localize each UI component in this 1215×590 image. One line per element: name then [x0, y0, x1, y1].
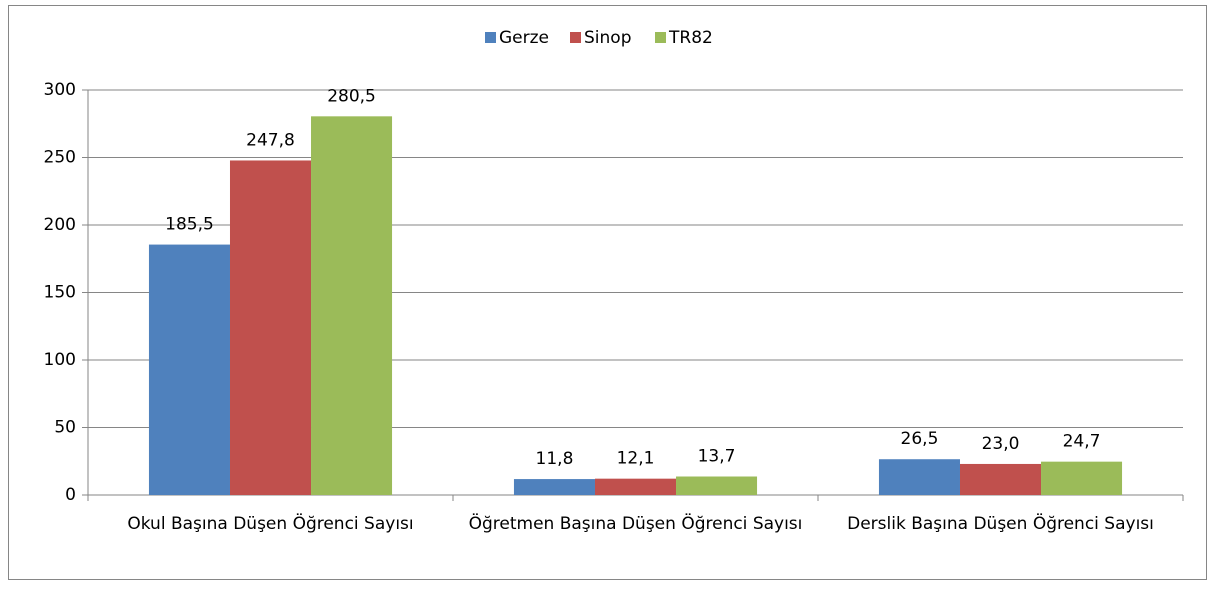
- data-label: 11,8: [536, 449, 574, 469]
- legend-label: TR82: [668, 28, 713, 48]
- legend-label: Sinop: [584, 28, 631, 48]
- x-tick-label: Derslik Başına Düşen Öğrenci Sayısı: [847, 514, 1154, 534]
- x-tick-label: Okul Başına Düşen Öğrenci Sayısı: [127, 514, 414, 534]
- legend-swatch: [570, 32, 581, 43]
- y-tick-label: 250: [44, 148, 76, 168]
- data-label: 24,7: [1063, 432, 1101, 452]
- bar: [959, 463, 1042, 495]
- data-label: 12,1: [617, 449, 655, 469]
- x-tick-label: Öğretmen Başına Düşen Öğrenci Sayısı: [468, 514, 803, 534]
- chart-border: [8, 5, 1207, 580]
- y-tick-label: 50: [54, 418, 76, 438]
- y-tick-label: 0: [65, 485, 76, 505]
- bar: [229, 160, 312, 495]
- data-label: 185,5: [165, 215, 214, 235]
- data-label: 247,8: [246, 130, 295, 150]
- bar: [676, 476, 758, 495]
- y-tick-label: 100: [44, 350, 76, 370]
- y-tick-label: 300: [44, 80, 76, 100]
- legend-swatch: [485, 32, 496, 43]
- data-label: 23,0: [982, 434, 1020, 454]
- y-tick-label: 200: [44, 215, 76, 235]
- legend-swatch: [655, 32, 666, 43]
- bar: [513, 479, 595, 495]
- bar: [311, 116, 393, 495]
- bar: [148, 244, 230, 495]
- legend-label: Gerze: [499, 28, 549, 48]
- bar: [878, 459, 960, 495]
- bar: [1041, 461, 1123, 495]
- data-label: 280,5: [327, 86, 376, 106]
- data-label: 13,7: [698, 447, 736, 467]
- data-label: 26,5: [901, 429, 939, 449]
- y-tick-label: 150: [44, 283, 76, 303]
- bar: [594, 478, 677, 495]
